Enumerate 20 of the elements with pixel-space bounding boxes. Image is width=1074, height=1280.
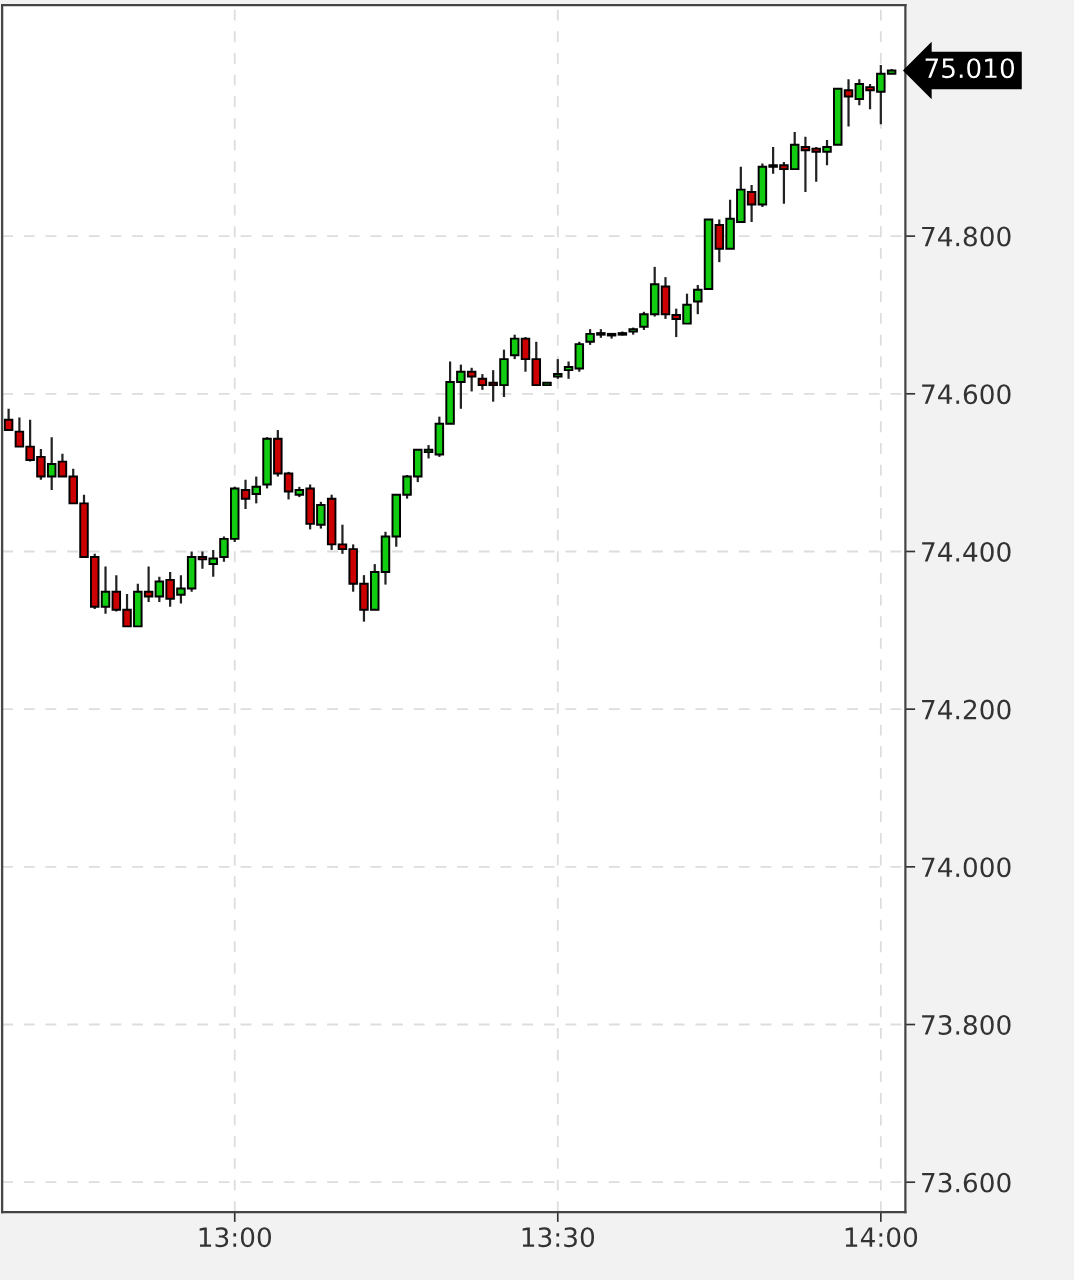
y-tick-label: 73.800 [922, 1014, 1011, 1035]
candlestick [563, 360, 574, 380]
x-tick-label: 13:30 [522, 1227, 595, 1248]
candlestick [240, 478, 251, 511]
candlestick [251, 475, 261, 505]
candlestick [100, 565, 111, 615]
candlestick [843, 78, 854, 128]
y-tick-label: 73.600 [922, 1172, 1011, 1193]
candlestick [509, 333, 520, 361]
y-tick-label: 74.400 [922, 541, 1011, 562]
x-tick-label: 13:00 [199, 1227, 272, 1248]
y-tick-label: 74.200 [922, 699, 1011, 720]
y-tick-label: 74.800 [922, 226, 1011, 247]
candlestick [3, 407, 14, 432]
text: 75.010 [925, 58, 1015, 79]
x-tick-label: 14:00 [845, 1227, 918, 1248]
y-tick-label: 74.000 [922, 857, 1011, 878]
candlestick [553, 358, 563, 380]
y-tick-label: 74.600 [922, 384, 1011, 405]
candlestick [520, 335, 531, 373]
